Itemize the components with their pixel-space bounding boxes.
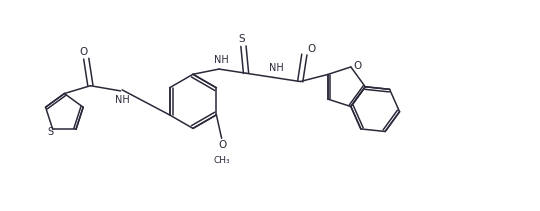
Text: NH: NH	[214, 55, 228, 65]
Text: NH: NH	[116, 95, 130, 105]
Text: NH: NH	[269, 63, 284, 73]
Text: O: O	[307, 44, 316, 54]
Text: S: S	[239, 34, 245, 44]
Text: O: O	[218, 139, 226, 150]
Text: S: S	[47, 127, 53, 137]
Text: CH₃: CH₃	[214, 156, 231, 165]
Text: O: O	[353, 61, 361, 71]
Text: O: O	[79, 47, 88, 57]
